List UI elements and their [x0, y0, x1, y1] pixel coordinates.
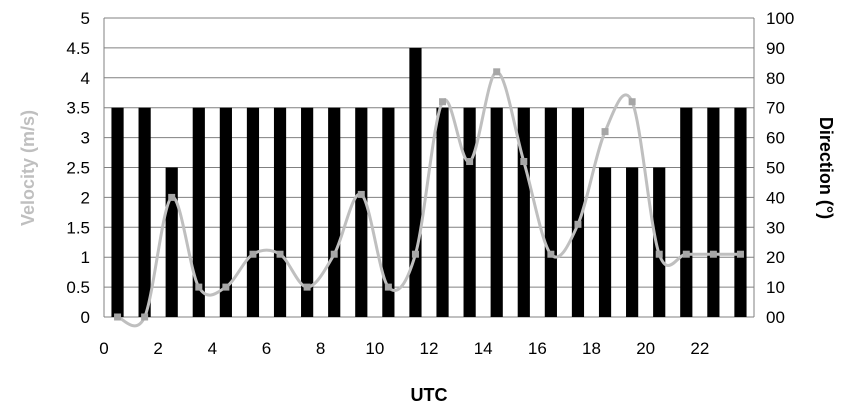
line-marker [736, 250, 744, 258]
bar [463, 107, 476, 317]
y-tick-label: 0 [81, 308, 90, 327]
bar [436, 107, 449, 317]
line-marker [168, 193, 176, 201]
line-marker [439, 98, 447, 106]
y2-tick-label: 70 [766, 99, 785, 118]
y-tick-label: 0.5 [66, 278, 90, 297]
bar [734, 107, 747, 317]
bar [680, 107, 693, 317]
x-axis-title: UTC [411, 385, 448, 405]
bar [490, 107, 503, 317]
bar [138, 107, 151, 317]
line-marker [547, 250, 555, 258]
y2-tick-label: 80 [766, 69, 785, 88]
bar [111, 107, 124, 317]
line-marker [411, 250, 419, 258]
line-marker [493, 68, 501, 76]
y2-tick-label: 30 [766, 218, 785, 237]
line-marker [466, 158, 474, 166]
line-series [114, 68, 744, 328]
y-tick-label: 1.5 [66, 218, 90, 237]
velocity-line [117, 70, 741, 328]
line-marker [384, 283, 392, 291]
line-marker [276, 250, 284, 258]
x-tick-label: 18 [582, 339, 601, 358]
bar [192, 107, 205, 317]
bar [626, 167, 639, 317]
y2-tick-label: 40 [766, 188, 785, 207]
x-tick-label: 10 [365, 339, 384, 358]
line-marker [222, 283, 230, 291]
bar [598, 167, 612, 317]
line-marker [114, 313, 122, 321]
bar [355, 107, 368, 317]
y-tick-label: 4.5 [66, 39, 90, 58]
y-axis-title: Velocity (m/s) [18, 110, 38, 226]
line-marker [574, 220, 582, 228]
line-marker [682, 250, 690, 258]
bar [301, 107, 314, 317]
x-tick-label: 6 [262, 339, 271, 358]
tick-labels: 00.511.522.533.544.550010203040506070809… [66, 9, 794, 358]
bar [219, 107, 232, 317]
x-tick-label: 0 [99, 339, 108, 358]
y2-tick-label: 90 [766, 39, 785, 58]
y2-tick-label: 10 [766, 278, 785, 297]
line-marker [601, 128, 609, 136]
y2-tick-label: 50 [766, 159, 785, 178]
y-tick-label: 5 [81, 9, 90, 28]
bar [653, 167, 666, 317]
line-marker [357, 190, 365, 198]
x-tick-label: 16 [528, 339, 547, 358]
line-marker [195, 283, 203, 291]
y-tick-label: 2.5 [66, 159, 90, 178]
bar [382, 107, 395, 317]
x-tick-label: 14 [474, 339, 493, 358]
y2-tick-label: 00 [766, 308, 785, 327]
x-tick-label: 22 [690, 339, 709, 358]
line-marker [249, 250, 257, 258]
bar [273, 107, 287, 317]
line-marker [655, 250, 663, 258]
line-marker [330, 250, 338, 258]
bar [544, 107, 557, 317]
line-marker [520, 158, 528, 166]
bar [571, 107, 585, 317]
x-tick-label: 2 [153, 339, 162, 358]
line-marker [628, 98, 636, 106]
bar [165, 167, 178, 317]
y2-tick-label: 60 [766, 129, 785, 148]
y2-tick-label: 100 [766, 9, 794, 28]
y2-tick-label: 20 [766, 248, 785, 267]
x-tick-label: 8 [316, 339, 325, 358]
x-tick-label: 4 [208, 339, 217, 358]
y-tick-label: 2 [81, 188, 90, 207]
x-tick-label: 20 [636, 339, 655, 358]
x-tick-label: 12 [420, 339, 439, 358]
y-tick-label: 1 [81, 248, 90, 267]
line-marker [303, 283, 311, 291]
bar [409, 47, 422, 318]
y-tick-label: 4 [81, 69, 90, 88]
y-tick-label: 3 [81, 129, 90, 148]
y2-axis-title: Direction (°) [816, 117, 836, 219]
line-marker [141, 313, 149, 321]
y-tick-label: 3.5 [66, 99, 90, 118]
line-marker [709, 250, 717, 258]
bar [707, 107, 720, 317]
bar [246, 107, 260, 317]
bar [328, 107, 341, 317]
